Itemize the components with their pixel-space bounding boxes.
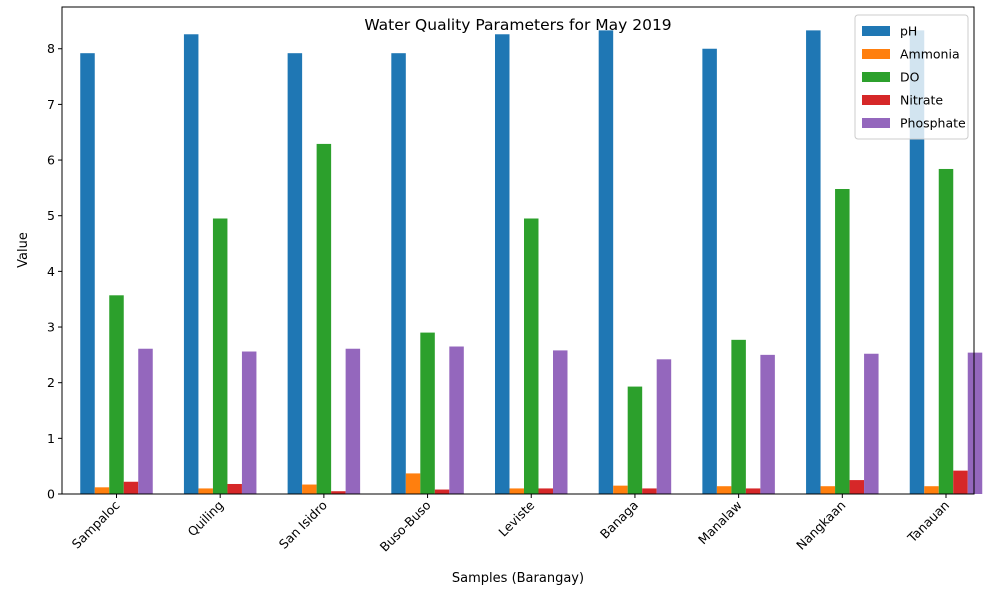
legend-label: Ammonia: [900, 47, 960, 62]
y-tick-label: 8: [47, 41, 55, 56]
y-tick-label: 6: [47, 153, 55, 168]
bar-nitrate-leviste: [538, 488, 553, 494]
bar-nitrate-nangkaan: [849, 480, 865, 494]
bar-do-manalaw: [731, 339, 746, 494]
bar-nitrate-tanauan: [953, 470, 968, 494]
bar-ammonia-manalaw: [716, 486, 732, 494]
bar-phosphate-quiling: [241, 351, 257, 494]
legend-swatch: [862, 49, 890, 59]
bar-phosphate-manalaw: [760, 354, 775, 494]
bar-ph-leviste: [495, 34, 510, 494]
bar-ph-buso-buso: [391, 53, 406, 494]
bars-group: [80, 30, 983, 495]
bar-ammonia-sampaloc: [94, 487, 110, 494]
bar-ph-quiling: [183, 34, 199, 494]
bar-do-san-isidro: [316, 143, 332, 494]
bar-ammonia-nangkaan: [820, 486, 836, 494]
bar-phosphate-banaga: [656, 359, 672, 494]
y-tick-label: 3: [47, 320, 55, 335]
bar-do-tanauan: [938, 168, 954, 494]
bar-nitrate-sampaloc: [123, 481, 139, 494]
legend-label: Nitrate: [900, 93, 943, 108]
y-axis-label: Value: [16, 232, 31, 268]
legend-swatch: [862, 95, 890, 105]
y-tick-label: 5: [47, 208, 55, 223]
legend-label: pH: [900, 24, 917, 39]
bar-ammonia-tanauan: [924, 486, 939, 494]
plot-frame: [61, 6, 975, 495]
bar-phosphate-san-isidro: [345, 348, 361, 494]
bar-nitrate-banaga: [642, 488, 657, 494]
bar-phosphate-tanauan: [967, 352, 983, 494]
legend-box: [854, 14, 969, 140]
legend-swatch: [862, 118, 890, 128]
chart-title: Water Quality Parameters for May 2019: [364, 16, 671, 34]
bar-ph-manalaw: [702, 48, 717, 494]
bar-ammonia-quiling: [198, 488, 213, 494]
bar-ammonia-san-isidro: [302, 484, 317, 494]
bar-do-nangkaan: [835, 188, 850, 495]
bar-phosphate-nangkaan: [864, 353, 879, 494]
bar-ph-banaga: [598, 30, 614, 494]
y-axis: 0 1 2 3 4 5 6 7 8: [47, 41, 62, 502]
bar-ammonia-leviste: [509, 488, 524, 494]
bar-nitrate-buso-buso: [434, 489, 450, 494]
bar-phosphate-buso-buso: [449, 346, 464, 494]
legend-label: DO: [900, 70, 920, 85]
y-tick-label: 7: [47, 97, 55, 112]
legend-swatch: [862, 72, 890, 82]
legend-swatch: [862, 26, 890, 36]
bar-ph-nangkaan: [806, 30, 821, 494]
bar-phosphate-leviste: [553, 350, 568, 494]
bar-ph-tanauan: [909, 30, 925, 494]
y-tick-label: 4: [47, 264, 55, 279]
bar-nitrate-quiling: [227, 483, 242, 494]
y-tick-label: 0: [47, 487, 55, 502]
legend: pH Ammonia DO Nitrate Phosphate: [854, 14, 969, 140]
bar-do-leviste: [524, 218, 539, 495]
bar-nitrate-san-isidro: [331, 491, 346, 494]
bar-do-quiling: [212, 218, 228, 495]
bar-ammonia-buso-buso: [405, 473, 421, 494]
bar-do-buso-buso: [420, 332, 435, 494]
bar-do-banaga: [627, 386, 643, 494]
bar-phosphate-sampaloc: [138, 348, 153, 494]
legend-label: Phosphate: [900, 116, 966, 131]
y-tick-label: 1: [47, 431, 55, 446]
x-axis-label: Samples (Barangay): [452, 571, 584, 586]
bar-ph-san-isidro: [287, 53, 303, 494]
bar-ph-sampaloc: [80, 53, 95, 494]
bar-nitrate-manalaw: [745, 488, 761, 494]
bar-do-sampaloc: [109, 295, 124, 494]
y-tick-label: 2: [47, 375, 55, 390]
bar-ammonia-banaga: [613, 485, 628, 494]
